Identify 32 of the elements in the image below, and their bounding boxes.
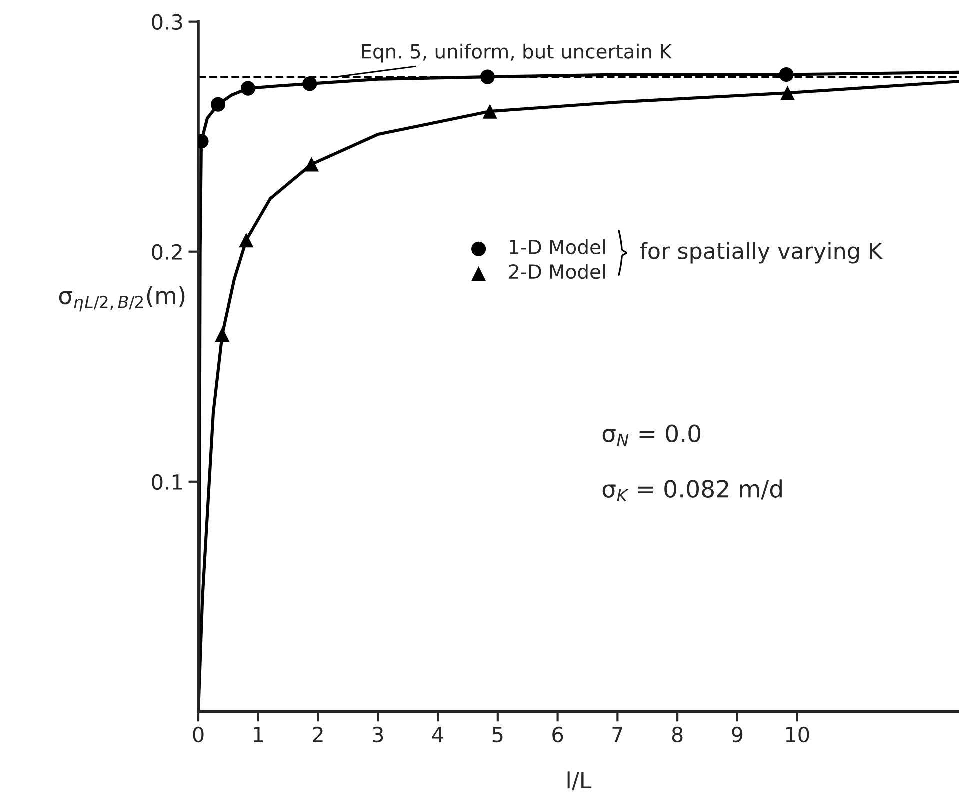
y-tick-label: 0.1 xyxy=(152,474,182,490)
x-tick-label: 6 xyxy=(552,726,564,743)
y-axis-title: σ$_{ηL/2,B/2}$(m) xyxy=(59,286,185,312)
point xyxy=(304,157,319,172)
x-tick-label: 9 xyxy=(732,726,743,743)
point xyxy=(780,86,796,100)
y-tick-label: 0.3 xyxy=(152,14,182,30)
legend-label: 2-D Model xyxy=(509,264,606,280)
x-tick-label: 2 xyxy=(313,726,323,742)
x-tick-label: 0 xyxy=(193,726,204,743)
annotation: σ$_{N}$ = 0.0 xyxy=(602,424,701,446)
x-tick-label: 1 xyxy=(254,727,264,742)
x-tick-label: 10 xyxy=(786,726,810,743)
ref-line-label: Eqn. 5, uniform, but uncertain K xyxy=(362,44,672,63)
x-tick-label: 5 xyxy=(492,727,503,743)
point xyxy=(480,70,496,84)
point xyxy=(779,67,794,82)
x-axis-title: l/L xyxy=(568,772,592,791)
annotation: for spatially varying K xyxy=(640,242,884,264)
point xyxy=(239,233,254,248)
point xyxy=(240,81,256,96)
point xyxy=(210,97,226,112)
point xyxy=(215,327,230,342)
annotation: σ$_{K}$ = 0.082 m/d xyxy=(602,480,782,502)
y-tick-label: 0.2 xyxy=(152,244,182,260)
point xyxy=(302,76,318,92)
x-tick-label: 4 xyxy=(432,727,444,742)
legend-label: 1-D Model xyxy=(510,239,606,255)
x-tick-label: 8 xyxy=(672,726,683,743)
x-tick-label: 7 xyxy=(612,727,623,742)
x-tick-label: 3 xyxy=(373,726,384,743)
point xyxy=(482,104,498,119)
